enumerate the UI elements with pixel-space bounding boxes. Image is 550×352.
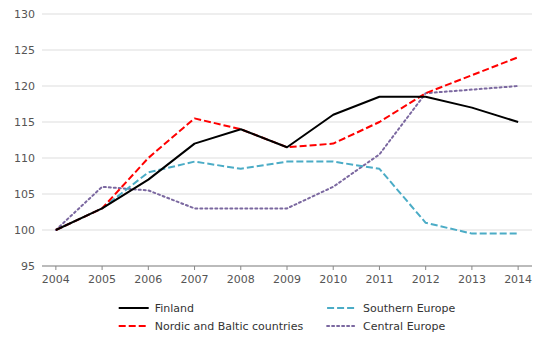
x-tick [518,266,519,270]
x-tick [287,266,288,270]
x-tick-label: 2004 [42,273,70,286]
grid-line [42,122,532,123]
x-tick-label: 2012 [412,273,440,286]
x-tick [333,266,334,270]
x-tick-label: 2007 [181,273,209,286]
legend-swatch [327,307,357,309]
grid-line [42,50,532,51]
x-tick [102,266,103,270]
x-tick-label: 2013 [458,273,486,286]
legend-item: Southern Europe [327,302,455,315]
x-tick-label: 2010 [319,273,347,286]
grid-line [42,158,532,159]
x-tick-label: 2014 [504,273,532,286]
series-line [56,86,518,230]
legend: Finland Nordic and Baltic countries Southe… [119,302,456,333]
legend-item: Nordic and Baltic countries [119,320,304,333]
grid-line [42,14,532,15]
y-tick-label: 120 [14,80,35,93]
legend-label: Finland [155,302,194,315]
legend-item: Central Europe [327,320,445,333]
y-tick-label: 130 [14,8,35,21]
grid-line [42,86,532,87]
series-line [56,57,518,230]
series-line [56,97,518,230]
y-tick-label: 110 [14,152,35,165]
legend-swatch [119,325,149,327]
legend-label: Central Europe [363,320,445,333]
x-tick-label: 2005 [88,273,116,286]
y-tick-label: 95 [21,260,35,273]
axes: 95 100 105 110 115 120 125 130 2004 2005 2006 2007 2… [14,8,532,286]
x-tick [240,266,241,270]
legend-label: Nordic and Baltic countries [155,320,304,333]
x-tick [379,266,380,270]
x-tick-label: 2009 [273,273,301,286]
series-line [56,162,518,234]
x-tick [148,266,149,270]
x-tick-label: 2006 [134,273,162,286]
y-tick-label: 115 [14,116,35,129]
x-tick-label: 2008 [227,273,255,286]
legend-swatch [327,325,357,327]
x-tick-label: 2011 [365,273,393,286]
x-tick [425,266,426,270]
x-tick [471,266,472,270]
y-tick-label: 105 [14,188,35,201]
grid-line [42,230,532,231]
legend-swatch [119,307,149,309]
background [0,0,550,352]
y-tick-label: 125 [14,44,35,57]
legend-item: Finland [119,302,194,315]
x-tick [55,266,56,270]
plot-data [56,57,518,233]
grid [42,14,532,266]
y-tick-label: 100 [14,224,35,237]
chart: 95 100 105 110 115 120 125 130 2004 2005 2006 2007 2… [0,0,550,352]
legend-label: Southern Europe [363,302,455,315]
x-tick [194,266,195,270]
